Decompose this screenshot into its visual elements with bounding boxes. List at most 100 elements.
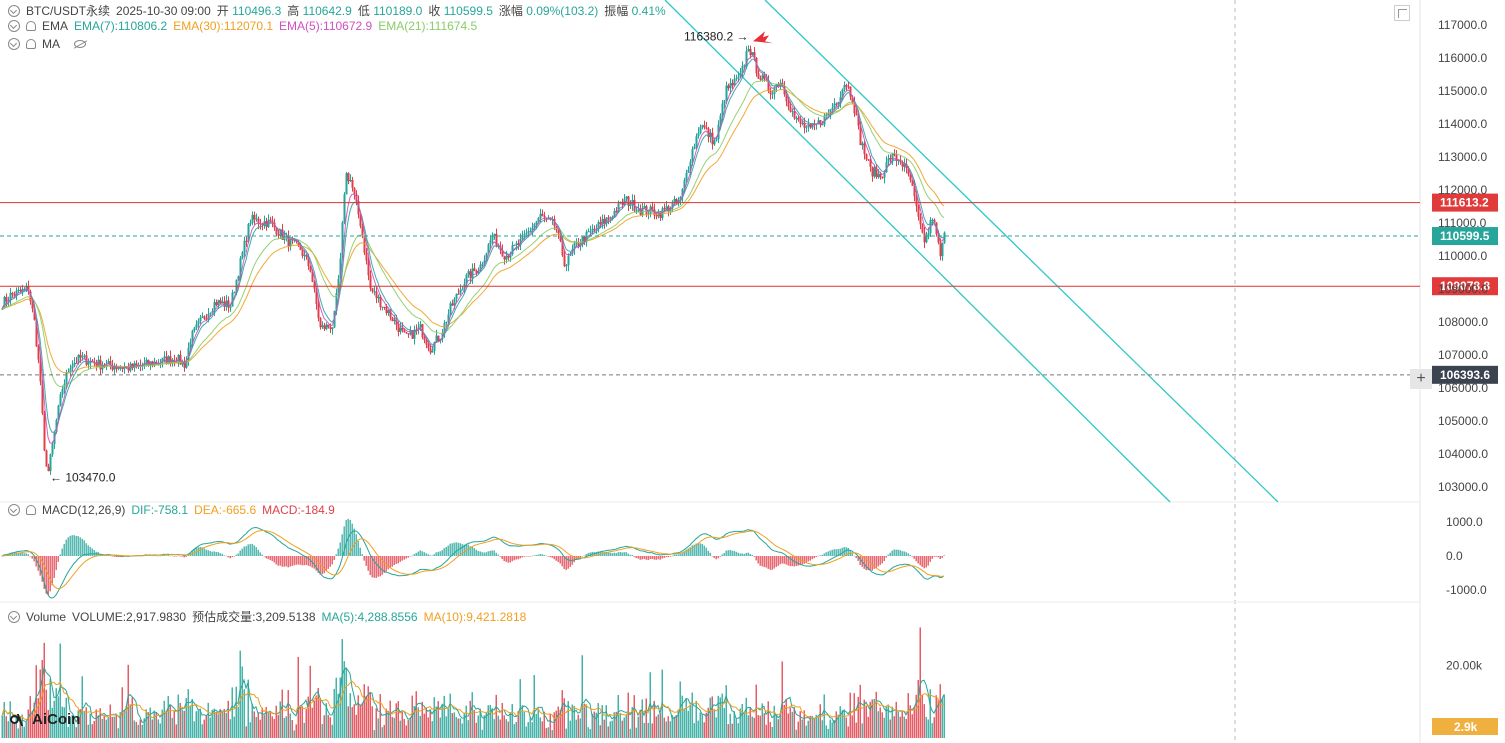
volume-bar	[369, 692, 371, 738]
bell-icon[interactable]	[26, 21, 36, 31]
macd-hist-bar	[629, 554, 631, 556]
volume-name: Volume	[26, 609, 67, 624]
macd-hist-bar	[77, 536, 79, 556]
macd-hist-bar	[423, 552, 425, 556]
volume-bar	[273, 718, 275, 738]
candle-body	[397, 325, 400, 333]
volume-bar	[31, 711, 33, 738]
candle-body	[169, 356, 172, 364]
candle-body	[687, 169, 690, 173]
volume-bar	[787, 713, 789, 738]
volume-bar	[257, 712, 259, 738]
macd-hist-bar	[767, 556, 769, 569]
candle-body	[199, 317, 202, 322]
volume-bar	[447, 708, 449, 738]
macd-hist-bar	[107, 555, 109, 556]
bell-icon[interactable]	[26, 39, 36, 49]
candle-body	[1, 308, 4, 310]
candle-body	[79, 354, 82, 358]
candle-body	[583, 236, 586, 243]
volume-bar	[501, 702, 503, 738]
macd-hist-bar	[441, 550, 443, 556]
macd-hist-bar	[925, 556, 927, 568]
candle-body	[797, 117, 800, 121]
volume-bar	[337, 693, 339, 738]
candle-body	[399, 327, 402, 333]
macd-tick-label: 0.0	[1446, 549, 1463, 563]
volume-bar	[727, 724, 729, 738]
macd-hist-bar	[229, 556, 231, 559]
vol-ma5-value: MA(5):4,288.8556	[321, 609, 418, 624]
chevron-icon[interactable]	[8, 4, 20, 17]
candle-body	[245, 240, 248, 242]
volume-bar	[573, 705, 575, 738]
volume-bar	[663, 717, 665, 738]
volume-bar	[653, 700, 655, 738]
macd-hist-bar	[575, 556, 577, 561]
candle-body	[677, 200, 680, 202]
eye-off-icon[interactable]	[74, 40, 86, 48]
volume-bar	[491, 708, 493, 738]
macd-hist-bar	[297, 556, 299, 565]
candle-body	[41, 381, 44, 414]
macd-hist-bar	[369, 556, 371, 576]
macd-hist-bar	[427, 554, 429, 556]
candle-body	[271, 220, 274, 223]
candle-body	[625, 196, 628, 199]
volume-bar	[803, 710, 805, 738]
volume-bar	[59, 643, 61, 738]
chevron-icon[interactable]	[8, 20, 20, 32]
macd-hist-bar	[21, 553, 23, 556]
volume-bar	[137, 724, 139, 738]
candle-body	[45, 450, 48, 467]
macd-hist-bar	[803, 556, 805, 564]
macd-hist-bar	[443, 548, 445, 556]
volume-bar	[237, 706, 239, 738]
fullscreen-icon[interactable]	[1394, 5, 1410, 21]
macd-hist-bar	[797, 556, 799, 566]
bell-icon[interactable]	[26, 505, 36, 515]
macd-hist-bar	[927, 556, 929, 566]
candle-body	[889, 158, 892, 160]
chevron-icon[interactable]	[8, 610, 20, 623]
candle-body	[651, 206, 654, 210]
candle-body	[443, 322, 446, 333]
candle-body	[635, 210, 638, 212]
candle-body	[913, 185, 916, 197]
volume-bar	[63, 707, 65, 738]
volume-bar	[291, 719, 293, 738]
volume-bar	[99, 708, 101, 738]
volume-bar	[243, 689, 245, 738]
macd-hist-bar	[209, 551, 211, 556]
candle-body	[939, 242, 942, 257]
candle-body	[855, 113, 858, 116]
macd-hist-bar	[361, 554, 363, 556]
macd-hist-bar	[467, 544, 469, 556]
crosshair-plus-icon[interactable]: +	[1410, 369, 1432, 389]
volume-bar	[499, 719, 501, 738]
chevron-icon[interactable]	[8, 504, 20, 516]
macd-hist-bar	[813, 556, 815, 559]
candle-body	[723, 100, 726, 104]
candle-body	[927, 233, 930, 237]
candle-body	[307, 257, 310, 267]
macd-hist-bar	[217, 552, 219, 556]
chevron-icon[interactable]	[8, 38, 20, 50]
macd-hist-bar	[581, 556, 583, 557]
candle-body	[177, 354, 180, 364]
ema-legend: EMA EMA(7):110806.2 EMA(30):112070.1 EMA…	[8, 19, 477, 33]
macd-hist-bar	[881, 556, 883, 564]
macd-hist-bar	[23, 553, 25, 556]
candle-body	[873, 167, 876, 177]
macd-hist-bar	[279, 556, 281, 566]
volume-bar	[141, 724, 143, 738]
volume-bar	[691, 692, 693, 738]
volume-bar	[905, 718, 907, 738]
macd-hist-bar	[705, 547, 707, 556]
volume-bar	[717, 695, 719, 738]
macd-hist-bar	[93, 550, 95, 556]
candle-body	[521, 235, 524, 239]
candle-body	[377, 296, 380, 299]
volume-bar	[763, 713, 765, 738]
